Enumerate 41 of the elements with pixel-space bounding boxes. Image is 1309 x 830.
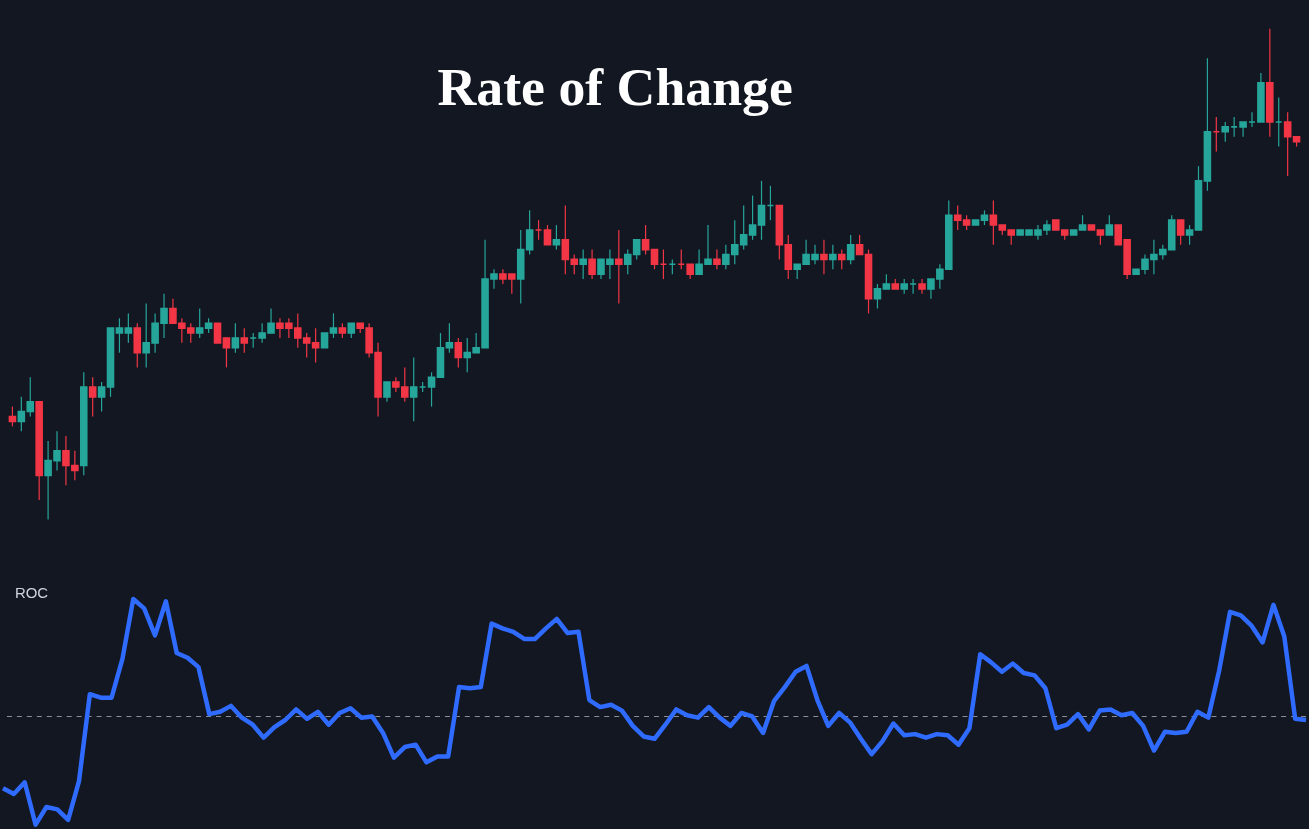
candlestick bbox=[650, 248, 659, 270]
candlestick bbox=[1239, 121, 1247, 138]
candlestick bbox=[445, 322, 454, 354]
candlestick bbox=[757, 180, 766, 241]
candlestick bbox=[409, 356, 418, 422]
candlestick bbox=[195, 307, 204, 339]
candlestick bbox=[820, 239, 828, 275]
candlestick bbox=[588, 249, 596, 280]
candlestick bbox=[329, 312, 338, 339]
candlestick bbox=[427, 371, 436, 408]
candlestick bbox=[1185, 224, 1194, 246]
candlestick bbox=[953, 204, 962, 231]
candlestick bbox=[748, 195, 757, 241]
candlestick bbox=[846, 234, 855, 265]
candlestick bbox=[240, 327, 249, 354]
candlestick bbox=[231, 322, 240, 354]
candlestick bbox=[1176, 219, 1185, 246]
candlestick bbox=[1221, 121, 1230, 143]
candlestick bbox=[829, 244, 837, 270]
candlestick bbox=[989, 199, 998, 246]
chart-title: ROC bbox=[14, 584, 49, 602]
candlestick bbox=[383, 381, 391, 403]
candlestick bbox=[543, 224, 552, 246]
candlestick bbox=[213, 322, 222, 344]
text: Rate of Change bbox=[437, 57, 793, 118]
candlestick bbox=[615, 229, 623, 305]
candlestick bbox=[1105, 214, 1114, 236]
candlestick bbox=[579, 249, 587, 280]
candlestick bbox=[873, 283, 882, 310]
candlestick bbox=[855, 234, 864, 256]
candlestick bbox=[837, 249, 846, 270]
candlestick bbox=[222, 337, 231, 368]
candlestick bbox=[311, 327, 320, 364]
candlestick bbox=[713, 249, 721, 270]
candlestick bbox=[1283, 111, 1292, 177]
candlestick bbox=[115, 317, 124, 354]
candlestick bbox=[124, 312, 133, 344]
candlestick bbox=[97, 381, 106, 413]
candlestick bbox=[88, 376, 97, 418]
candlestick bbox=[641, 224, 650, 256]
candlestick bbox=[454, 337, 463, 368]
